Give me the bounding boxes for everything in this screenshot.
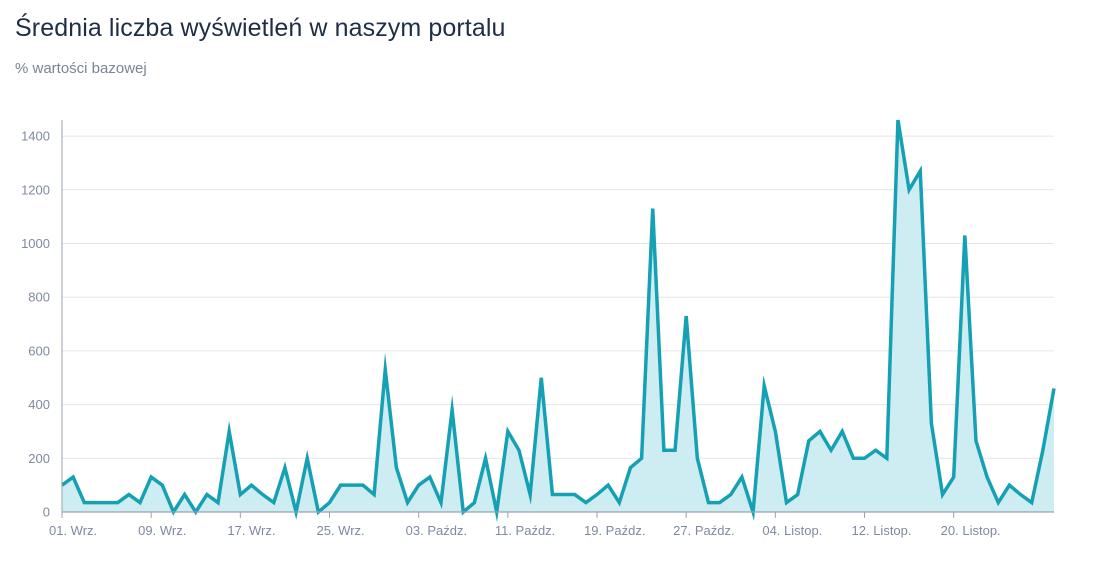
y-tick-label: 200: [28, 451, 50, 466]
x-tick-label: 20. Listop.: [941, 523, 1001, 538]
y-tick-label: 0: [43, 505, 50, 520]
y-tick-label: 400: [28, 397, 50, 412]
y-tick-label: 1200: [21, 182, 50, 197]
series-area: [62, 120, 1054, 512]
x-tick-label: 19. Paźdz.: [584, 523, 645, 538]
x-tick-label: 12. Listop.: [852, 523, 912, 538]
x-tick-label: 09. Wrz.: [138, 523, 186, 538]
axes: [61, 120, 1054, 513]
x-axis-tick-labels: 01. Wrz. 09. Wrz. 17. Wrz. 25. Wrz. 03. Paźd…: [49, 512, 1001, 538]
chart-subtitle: % wartości bazowej: [15, 60, 147, 77]
chart-title: Średnia liczba wyświetleń w naszym porta…: [15, 14, 506, 42]
y-tick-label: 800: [28, 290, 50, 305]
series-line: [60, 119, 1056, 523]
x-tick-label: 25. Wrz.: [317, 523, 365, 538]
y-tick-label: 1000: [21, 236, 50, 251]
x-tick-label: 11. Paźdz.: [495, 523, 555, 538]
x-tick-label: 27. Paźdz.: [673, 523, 734, 538]
y-tick-label: 600: [28, 343, 50, 358]
y-tick-label: 1400: [21, 129, 50, 144]
x-tick-label: 03. Paźdz.: [406, 523, 467, 538]
x-tick-label: 01. Wrz.: [49, 523, 97, 538]
x-tick-label: 17. Wrz.: [227, 523, 275, 538]
x-tick-label: 04. Listop.: [762, 523, 822, 538]
y-axis-tick-labels: 0 200 400 600 800 1000 1200 1400: [21, 129, 50, 520]
